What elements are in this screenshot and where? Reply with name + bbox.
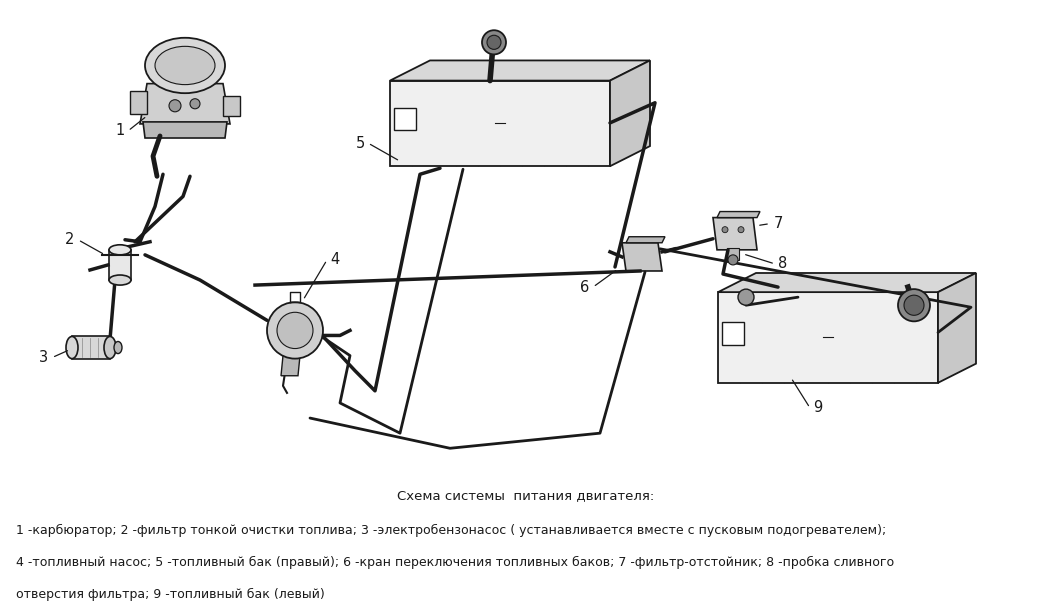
Polygon shape <box>717 212 760 217</box>
Text: 1: 1 <box>116 123 124 138</box>
Circle shape <box>739 226 744 232</box>
Circle shape <box>904 295 924 315</box>
Text: 2: 2 <box>65 232 75 247</box>
Text: 8: 8 <box>778 256 788 271</box>
Circle shape <box>728 255 739 265</box>
Circle shape <box>487 35 501 49</box>
Polygon shape <box>622 243 662 271</box>
Circle shape <box>482 30 506 55</box>
Polygon shape <box>223 96 240 116</box>
Polygon shape <box>130 90 147 114</box>
Circle shape <box>277 312 313 348</box>
Ellipse shape <box>114 342 122 354</box>
Ellipse shape <box>104 336 116 359</box>
Ellipse shape <box>109 245 132 255</box>
Text: 5: 5 <box>356 135 365 151</box>
Ellipse shape <box>109 275 132 285</box>
Text: 1 -карбюратор; 2 -фильтр тонкой очистки топлива; 3 -электробензонасос ( устанавл: 1 -карбюратор; 2 -фильтр тонкой очистки … <box>16 524 886 537</box>
Text: 9: 9 <box>813 401 823 415</box>
Ellipse shape <box>155 46 215 84</box>
Text: 7: 7 <box>773 216 783 231</box>
Polygon shape <box>281 356 300 376</box>
Polygon shape <box>72 336 110 359</box>
Text: отверстия фильтра; 9 -топливный бак (левый): отверстия фильтра; 9 -топливный бак (лев… <box>16 588 324 602</box>
Polygon shape <box>938 273 976 383</box>
Polygon shape <box>727 248 739 260</box>
Polygon shape <box>390 61 650 81</box>
Ellipse shape <box>145 38 225 93</box>
Circle shape <box>267 302 323 359</box>
Circle shape <box>169 100 181 112</box>
Polygon shape <box>390 81 610 166</box>
Polygon shape <box>719 292 938 383</box>
Polygon shape <box>713 217 757 250</box>
Text: 4: 4 <box>330 253 340 268</box>
Polygon shape <box>719 273 976 292</box>
Circle shape <box>722 226 728 232</box>
Text: 4 -топливный насос; 5 -топливный бак (правый); 6 -кран переключения топливных ба: 4 -топливный насос; 5 -топливный бак (пр… <box>16 556 894 569</box>
Polygon shape <box>140 84 230 124</box>
Circle shape <box>739 289 754 305</box>
Polygon shape <box>626 237 665 243</box>
Text: Схема системы  питания двигателя:: Схема системы питания двигателя: <box>398 489 654 503</box>
Circle shape <box>190 99 200 109</box>
Polygon shape <box>722 322 744 345</box>
Polygon shape <box>610 61 650 166</box>
Text: 3: 3 <box>39 350 48 365</box>
Polygon shape <box>109 250 132 280</box>
Circle shape <box>898 289 930 321</box>
Polygon shape <box>394 108 416 130</box>
Text: 6: 6 <box>581 280 589 294</box>
Ellipse shape <box>66 336 78 359</box>
Polygon shape <box>143 122 227 138</box>
